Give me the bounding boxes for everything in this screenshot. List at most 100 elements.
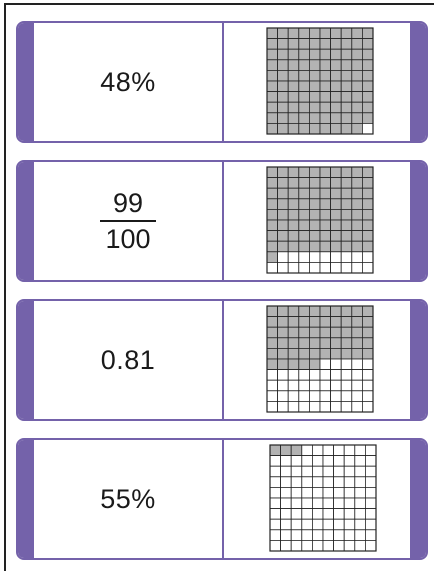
grid-cell bbox=[362, 401, 374, 413]
grid-cell-shaded bbox=[298, 209, 310, 221]
grid-cell-shaded bbox=[277, 305, 289, 318]
grid-cell-shaded bbox=[277, 80, 289, 93]
hundred-grid-svg bbox=[266, 27, 374, 135]
grid-cell-shaded bbox=[309, 187, 321, 200]
grid-cell-shaded bbox=[362, 209, 374, 221]
grid-cell bbox=[354, 529, 366, 541]
grid-cell-shaded bbox=[309, 59, 321, 71]
grid-cell-shaded bbox=[277, 38, 289, 50]
grid-cell-shaded bbox=[319, 70, 332, 82]
grid-cell-shaded bbox=[309, 112, 321, 124]
grid-cell-shaded bbox=[319, 326, 332, 339]
grid-cell bbox=[319, 390, 332, 402]
grid-cell-shaded bbox=[340, 166, 353, 179]
grid-cell-shaded bbox=[362, 337, 374, 349]
grid-cell bbox=[322, 444, 335, 457]
grid-cell-shaded bbox=[298, 358, 310, 371]
grid-cell-shaded bbox=[309, 123, 321, 135]
grid-cell bbox=[301, 518, 313, 531]
grid-cell bbox=[333, 455, 345, 467]
grid-cell bbox=[269, 476, 282, 488]
grid-cell-shaded bbox=[277, 240, 289, 253]
grid-cell bbox=[362, 379, 374, 392]
grid-cell-shaded bbox=[319, 91, 332, 103]
grid-cell-shaded bbox=[287, 177, 300, 189]
grid-cell-shaded bbox=[351, 316, 363, 328]
grid-cell bbox=[354, 487, 366, 499]
grid-cell bbox=[330, 358, 342, 371]
grid-cell-shaded bbox=[298, 198, 310, 210]
grid-cell-shaded bbox=[362, 230, 374, 242]
grid-cell-shaded bbox=[330, 305, 342, 318]
grid-cell-shaded bbox=[266, 326, 279, 339]
grid-cell bbox=[280, 487, 292, 499]
grid-cell bbox=[301, 465, 313, 478]
grid-cell-shaded bbox=[277, 166, 289, 179]
grid-cell-shaded bbox=[266, 337, 279, 349]
grid-cell bbox=[333, 518, 345, 531]
grid-cell bbox=[280, 455, 292, 467]
grid-cell-shaded bbox=[277, 123, 289, 135]
hundred-grid bbox=[269, 444, 377, 552]
card-right-bar bbox=[410, 440, 426, 558]
grid-cell-shaded bbox=[319, 59, 332, 71]
grid-cell-shaded bbox=[362, 38, 374, 50]
grid-cell-shaded bbox=[362, 348, 374, 360]
grid-cell-shaded bbox=[351, 177, 363, 189]
card-right-bar bbox=[410, 23, 426, 141]
grid-cell-shaded bbox=[362, 48, 374, 61]
grid-cell bbox=[301, 476, 313, 488]
grid-cell-shaded bbox=[330, 166, 342, 179]
grid-cell bbox=[319, 358, 332, 371]
grid-cell bbox=[266, 262, 279, 274]
grid-cell bbox=[287, 369, 300, 381]
grid-cell bbox=[290, 518, 303, 531]
grid-cell-shaded bbox=[362, 198, 374, 210]
grid-cell-shaded bbox=[298, 219, 310, 232]
grid-cell-shaded bbox=[330, 177, 342, 189]
grid-cell-shaded bbox=[362, 101, 374, 114]
grid-cell-shaded bbox=[340, 219, 353, 232]
grid-cell-shaded bbox=[362, 112, 374, 124]
grid-cell-shaded bbox=[309, 326, 321, 339]
grid-cell-shaded bbox=[319, 209, 332, 221]
grid-cell-shaded bbox=[362, 240, 374, 253]
grid-cell-shaded bbox=[351, 166, 363, 179]
grid-cell bbox=[351, 369, 363, 381]
grid-cell bbox=[312, 508, 324, 520]
grid-cell-shaded bbox=[298, 337, 310, 349]
card-right-bar bbox=[410, 162, 426, 280]
grid-cell-shaded bbox=[340, 177, 353, 189]
grid-cell-shaded bbox=[266, 251, 279, 263]
grid-cell-shaded bbox=[340, 91, 353, 103]
grid-cell-shaded bbox=[319, 166, 332, 179]
grid-cell-shaded bbox=[266, 358, 279, 371]
card-label-area: 99 100 bbox=[34, 162, 222, 280]
grid-cell bbox=[340, 401, 353, 413]
grid-cell bbox=[312, 529, 324, 541]
grid-cell-shaded bbox=[277, 348, 289, 360]
grid-cell bbox=[277, 262, 289, 274]
grid-cell bbox=[333, 540, 345, 552]
grid-cell bbox=[365, 508, 377, 520]
grid-cell bbox=[365, 455, 377, 467]
grid-cell-shaded bbox=[309, 70, 321, 82]
grid-cell-shaded bbox=[269, 444, 282, 457]
grid-cell-shaded bbox=[351, 101, 363, 114]
grid-cell-shaded bbox=[351, 305, 363, 318]
grid-cell-shaded bbox=[309, 48, 321, 61]
grid-cell bbox=[354, 444, 366, 457]
grid-cell bbox=[343, 508, 356, 520]
grid-cell-shaded bbox=[298, 70, 310, 82]
grid-cell-shaded bbox=[266, 198, 279, 210]
grid-cell bbox=[290, 476, 303, 488]
grid-cell bbox=[365, 518, 377, 531]
grid-cell-shaded bbox=[330, 27, 342, 40]
grid-cell-shaded bbox=[309, 316, 321, 328]
grid-cell-shaded bbox=[340, 80, 353, 93]
grid-cell-shaded bbox=[277, 177, 289, 189]
grid-cell bbox=[330, 401, 342, 413]
grid-cell-shaded bbox=[362, 177, 374, 189]
grid-cell-shaded bbox=[266, 219, 279, 232]
grid-cell-shaded bbox=[319, 27, 332, 40]
